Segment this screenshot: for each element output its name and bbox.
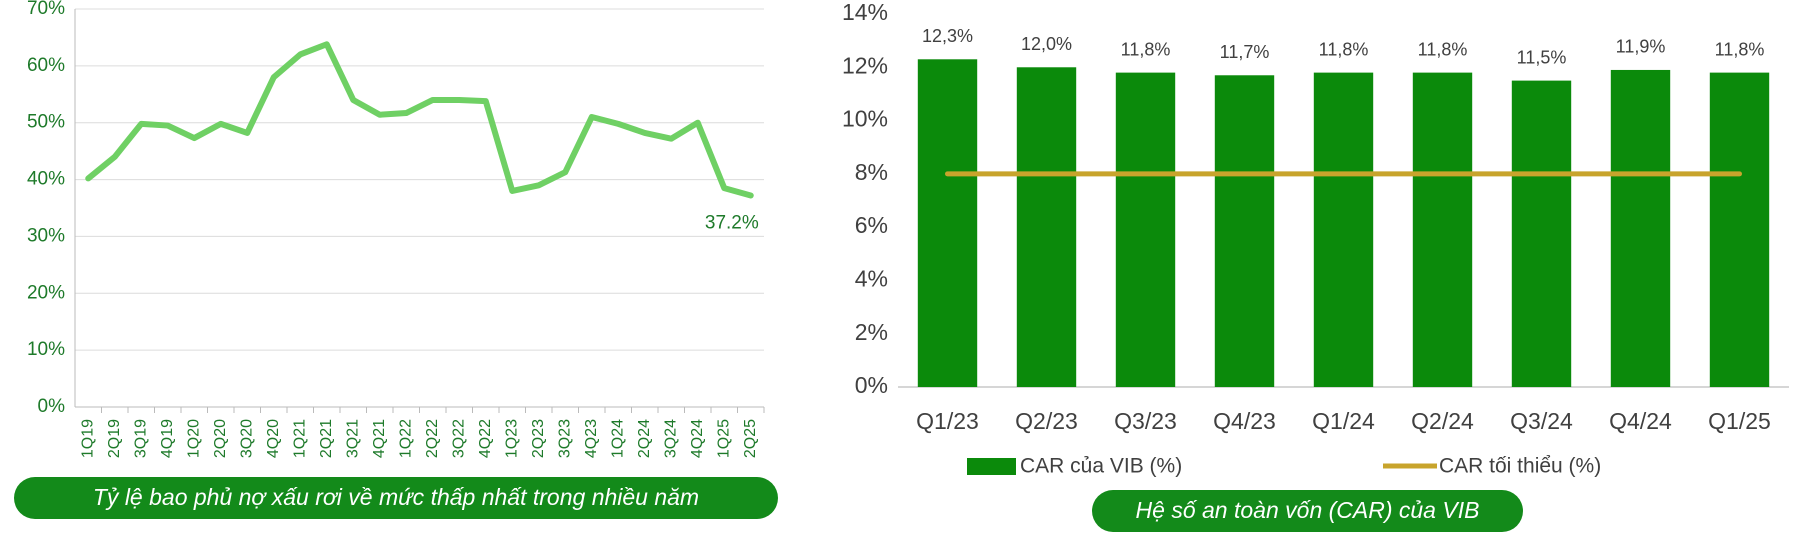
y-tick-label: 0%: [855, 372, 888, 398]
x-tick-label: 2Q21: [318, 419, 335, 458]
x-tick-label: 3Q21: [344, 419, 361, 458]
bar: [1016, 67, 1077, 388]
x-tick-label: 2Q22: [424, 419, 441, 458]
x-tick-label: Q3/24: [1510, 408, 1573, 434]
x-tick-label: 4Q24: [689, 419, 706, 458]
x-tick-label: Q4/24: [1609, 408, 1672, 434]
legend-swatch: [967, 458, 1016, 475]
y-tick-label: 4%: [855, 266, 888, 292]
x-tick-label: 2Q20: [212, 419, 229, 458]
bar: [1412, 72, 1473, 387]
x-tick-label: 2Q19: [106, 419, 123, 458]
x-tick-label: Q2/24: [1411, 408, 1474, 434]
y-tick-label: 40%: [27, 169, 65, 190]
bar: [1115, 72, 1176, 387]
y-tick-label: 2%: [855, 319, 888, 345]
y-tick-label: 20%: [27, 282, 65, 303]
bar: [1610, 69, 1671, 387]
caption-pill: [1092, 490, 1523, 532]
y-tick-label: 8%: [855, 159, 888, 185]
y-tick-label: 14%: [842, 0, 888, 25]
bar: [917, 59, 978, 388]
y-tick-label: 30%: [27, 225, 65, 246]
x-tick-label: 4Q19: [159, 419, 176, 458]
data-label: 12,3%: [922, 26, 973, 46]
annotation: 37.2%: [705, 213, 759, 234]
x-tick-label: 1Q19: [79, 419, 96, 458]
y-tick-label: 0%: [38, 396, 66, 417]
legend-label: CAR của VIB (%): [1020, 455, 1182, 478]
y-tick-label: 70%: [27, 0, 65, 19]
x-tick-label: 3Q20: [238, 419, 255, 458]
y-tick-label: 12%: [842, 52, 888, 78]
x-tick-label: 1Q22: [397, 419, 414, 458]
data-label: 11,8%: [1319, 39, 1369, 59]
data-label: 11,8%: [1418, 39, 1468, 59]
y-tick-label: 10%: [842, 106, 888, 132]
x-tick-label: 3Q22: [450, 419, 467, 458]
line-series: [85, 41, 754, 199]
x-tick-label: Q1/24: [1312, 408, 1375, 434]
x-tick-label: 3Q19: [132, 419, 149, 458]
x-tick-label: 1Q20: [185, 419, 202, 458]
y-tick-label: 10%: [27, 339, 65, 360]
data-label: 11,9%: [1616, 37, 1666, 57]
x-tick-label: Q4/23: [1213, 408, 1276, 434]
x-tick-label: 1Q24: [609, 419, 626, 458]
x-tick-label: 3Q24: [662, 419, 679, 458]
caption-pill: [14, 477, 778, 519]
x-tick-label: Q1/23: [916, 408, 979, 434]
data-label: 11,7%: [1220, 42, 1270, 62]
x-tick-label: 4Q20: [265, 419, 282, 458]
x-tick-label: 4Q23: [583, 419, 600, 458]
caption: Tỷ lệ bao phủ nợ xấu rơi về mức thấp nhấ…: [93, 484, 699, 510]
y-tick-label: 50%: [27, 112, 65, 133]
data-label: 12,0%: [1021, 34, 1072, 54]
x-tick-label: 4Q22: [477, 419, 494, 458]
x-tick-label: 2Q25: [742, 419, 759, 458]
x-tick-label: 1Q21: [291, 419, 308, 458]
x-tick-label: 1Q23: [503, 419, 520, 458]
x-tick-label: 3Q23: [556, 419, 573, 458]
x-tick-label: 4Q21: [371, 419, 388, 458]
bar: [1709, 72, 1770, 387]
x-tick-label: Q1/25: [1708, 408, 1771, 434]
x-tick-label: Q2/23: [1015, 408, 1078, 434]
y-tick-label: 60%: [27, 55, 65, 76]
x-tick-label: 1Q25: [715, 419, 732, 458]
bar: [1511, 80, 1572, 387]
x-tick-label: 2Q24: [636, 419, 653, 458]
data-label: 11,8%: [1121, 39, 1171, 59]
x-tick-label: Q3/23: [1114, 408, 1177, 434]
bar: [1313, 72, 1374, 387]
data-label: 11,5%: [1517, 47, 1567, 67]
x-tick-label: 2Q23: [530, 419, 547, 458]
bar: [1214, 75, 1275, 388]
caption: Hệ số an toàn vốn (CAR) của VIB: [1136, 497, 1480, 523]
legend-label: CAR tối thiểu (%): [1439, 455, 1601, 478]
y-tick-label: 6%: [855, 212, 888, 238]
data-label: 11,8%: [1715, 39, 1765, 59]
